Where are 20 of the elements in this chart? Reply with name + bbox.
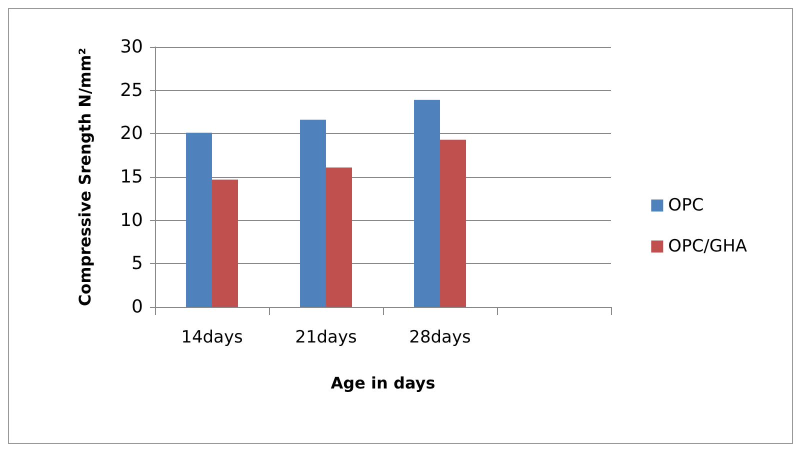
y-tick-label: 0 xyxy=(132,296,143,318)
bar xyxy=(414,100,440,307)
bar xyxy=(186,132,212,307)
legend-label: OPC/GHA xyxy=(668,236,748,256)
y-tick-label: 30 xyxy=(120,36,143,58)
y-tick-label: 20 xyxy=(120,123,143,144)
bar xyxy=(300,120,326,307)
y-tick-label: 5 xyxy=(132,253,143,274)
y-axis-title: Compressive Srength N/mm² xyxy=(76,48,94,306)
x-axis-title: Age in days xyxy=(330,374,436,392)
x-tick-label: 14days xyxy=(181,328,244,348)
bar xyxy=(440,140,466,307)
y-tick-label: 15 xyxy=(120,166,143,188)
x-tick-label: 21days xyxy=(295,328,358,348)
y-tick-label: 10 xyxy=(120,210,143,231)
bar xyxy=(326,167,352,307)
legend-label: OPC xyxy=(668,196,704,216)
x-tick-label: 28days xyxy=(409,328,472,348)
y-tick-label: 25 xyxy=(120,80,143,101)
bar xyxy=(212,180,238,307)
